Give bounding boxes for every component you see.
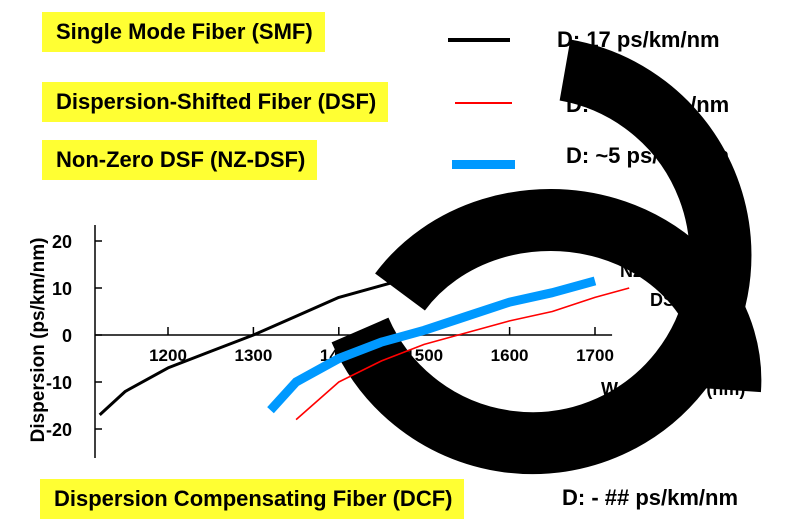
legend-label-nzdsf: Non-Zero DSF (NZ-DSF) bbox=[42, 140, 318, 180]
y-axis-label: Dispersion (ps/km/nm) bbox=[28, 238, 49, 443]
y-tick-label: 20 bbox=[52, 232, 72, 252]
x-tick-label: 1200 bbox=[149, 346, 187, 365]
legend-dispersion-nzdsf: D: ~5 ps/km/nm bbox=[566, 143, 730, 168]
y-tick-label: -10 bbox=[46, 373, 72, 393]
legend-label-smf: Single Mode Fiber (SMF) bbox=[42, 12, 325, 52]
series-label-smf: SMF bbox=[627, 227, 665, 247]
series-label-dsf: DSF bbox=[650, 290, 686, 310]
x-tick-label: 1500 bbox=[405, 346, 443, 365]
y-tick-label: 10 bbox=[52, 279, 72, 299]
legend-swatch-nzdsf bbox=[452, 160, 515, 169]
legend-label-dsf: Dispersion-Shifted Fiber (DSF) bbox=[42, 82, 389, 122]
y-tick-label: 0 bbox=[62, 326, 72, 346]
legend-swatch-dsf bbox=[455, 102, 512, 104]
series-line-dsf bbox=[295, 287, 630, 421]
legend-dispersion-smf: D: 17 ps/km/nm bbox=[557, 27, 720, 52]
dcf-dispersion: D: - ## ps/km/nm bbox=[562, 485, 739, 510]
series-line-smf bbox=[98, 237, 596, 417]
x-tick-label: 1600 bbox=[491, 346, 529, 365]
x-tick-label: 1700 bbox=[576, 346, 614, 365]
series-line-nzdsf bbox=[267, 276, 597, 414]
legend-dispersion-dsf: D: ~0 ps/km/nm bbox=[566, 92, 730, 117]
x-axis-label: Wavelength (nm) bbox=[601, 379, 745, 399]
dcf-label: Dispersion Compensating Fiber (DCF) bbox=[40, 479, 465, 519]
series-label-nzdsf: NZ-DSF bbox=[620, 261, 686, 281]
x-tick-label: 1300 bbox=[234, 346, 272, 365]
y-tick-label: -20 bbox=[46, 420, 72, 440]
legend-swatch-smf bbox=[448, 38, 510, 42]
